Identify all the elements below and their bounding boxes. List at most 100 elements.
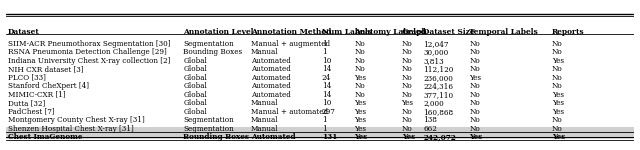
Text: Yes: Yes xyxy=(469,133,483,141)
Text: No: No xyxy=(552,48,563,56)
Text: 2,000: 2,000 xyxy=(424,99,444,107)
Text: Global: Global xyxy=(183,65,207,73)
Text: SIIM-ACR Pneumothorax Segmentation [30]: SIIM-ACR Pneumothorax Segmentation [30] xyxy=(8,40,170,48)
Text: No: No xyxy=(552,40,563,48)
Text: Segmentation: Segmentation xyxy=(183,125,234,133)
Text: Global: Global xyxy=(183,57,207,65)
Text: No: No xyxy=(355,91,365,99)
Text: 24: 24 xyxy=(322,74,331,82)
Text: No: No xyxy=(401,40,412,48)
Text: No: No xyxy=(401,57,412,65)
Text: No: No xyxy=(552,82,563,90)
Text: 12,047: 12,047 xyxy=(424,40,449,48)
Text: Global: Global xyxy=(183,74,207,82)
Text: Yes: Yes xyxy=(552,133,565,141)
Text: 30,000: 30,000 xyxy=(424,48,449,56)
Text: Yes: Yes xyxy=(552,99,564,107)
Text: No: No xyxy=(355,40,365,48)
Text: No: No xyxy=(469,65,480,73)
Text: No: No xyxy=(552,74,563,82)
Text: No: No xyxy=(469,48,480,56)
Text: No: No xyxy=(401,125,412,133)
Text: 1: 1 xyxy=(322,116,326,124)
Text: Yes: Yes xyxy=(355,74,367,82)
Text: Montgomery County Chest X-ray [31]: Montgomery County Chest X-ray [31] xyxy=(8,116,145,124)
Text: 377,110: 377,110 xyxy=(424,91,454,99)
Text: Yes: Yes xyxy=(355,108,367,116)
Text: Yes: Yes xyxy=(552,91,564,99)
Text: Automated: Automated xyxy=(251,82,291,90)
Text: Shenzen Hospital Chest X-ray [31]: Shenzen Hospital Chest X-ray [31] xyxy=(8,125,133,133)
Text: Yes: Yes xyxy=(552,57,564,65)
Text: No: No xyxy=(469,91,480,99)
Text: Num Labels: Num Labels xyxy=(322,28,372,36)
Text: Bounding Boxes: Bounding Boxes xyxy=(183,48,243,56)
Text: No: No xyxy=(401,65,412,73)
Text: Global: Global xyxy=(183,82,207,90)
Text: 1: 1 xyxy=(322,125,326,133)
Text: Manual: Manual xyxy=(251,125,278,133)
Text: No: No xyxy=(469,82,480,90)
Text: No: No xyxy=(469,108,480,116)
Text: No: No xyxy=(552,125,563,133)
Text: No: No xyxy=(469,99,480,107)
Text: No: No xyxy=(401,91,412,99)
Text: No: No xyxy=(401,48,412,56)
Text: Yes: Yes xyxy=(355,133,368,141)
Text: 297: 297 xyxy=(322,108,336,116)
Text: Global: Global xyxy=(183,108,207,116)
Text: Global: Global xyxy=(183,99,207,107)
Text: Temporal Labels: Temporal Labels xyxy=(469,28,538,36)
Text: Stanford CheXpert [4]: Stanford CheXpert [4] xyxy=(8,82,89,90)
Text: Dataset: Dataset xyxy=(8,28,40,36)
Text: 242,072: 242,072 xyxy=(424,133,456,141)
Bar xyxy=(6,127,634,136)
Text: 10: 10 xyxy=(322,57,332,65)
Text: No: No xyxy=(469,57,480,65)
Text: Yes: Yes xyxy=(552,108,564,116)
Text: 3,813: 3,813 xyxy=(424,57,444,65)
Text: 112,120: 112,120 xyxy=(424,65,454,73)
Text: Yes: Yes xyxy=(401,99,413,107)
Text: Yes: Yes xyxy=(469,74,481,82)
Text: PLCO [33]: PLCO [33] xyxy=(8,74,45,82)
Text: 662: 662 xyxy=(424,125,437,133)
Text: Yes: Yes xyxy=(355,116,367,124)
Text: Indiana University Chest X-ray collection [2]: Indiana University Chest X-ray collectio… xyxy=(8,57,170,65)
Text: Bounding Boxes: Bounding Boxes xyxy=(183,133,249,141)
Text: Manual: Manual xyxy=(251,116,278,124)
Text: No: No xyxy=(355,48,365,56)
Text: No: No xyxy=(355,57,365,65)
Text: NIH CXR dataset [3]: NIH CXR dataset [3] xyxy=(8,65,83,73)
Text: Annotation Level: Annotation Level xyxy=(183,28,254,36)
Text: Automated: Automated xyxy=(251,74,291,82)
Text: 1: 1 xyxy=(322,48,326,56)
Text: Manual + automated: Manual + automated xyxy=(251,108,328,116)
Text: Dutta [32]: Dutta [32] xyxy=(8,99,45,107)
Text: No: No xyxy=(355,82,365,90)
Text: Segmentation: Segmentation xyxy=(183,116,234,124)
Text: Anatomy Labeled: Anatomy Labeled xyxy=(355,28,426,36)
Text: No: No xyxy=(469,125,480,133)
Text: 14: 14 xyxy=(322,91,332,99)
Text: 131: 131 xyxy=(322,133,337,141)
Text: No: No xyxy=(401,108,412,116)
Text: Graph: Graph xyxy=(401,28,428,36)
Text: Automated: Automated xyxy=(251,57,291,65)
Text: No: No xyxy=(552,65,563,73)
Text: 160,868: 160,868 xyxy=(424,108,454,116)
Text: 14: 14 xyxy=(322,82,332,90)
Text: Chest ImaGenome: Chest ImaGenome xyxy=(8,133,82,141)
Text: Manual + augmented: Manual + augmented xyxy=(251,40,330,48)
Text: Yes: Yes xyxy=(401,133,415,141)
Text: Manual: Manual xyxy=(251,99,278,107)
Text: Global: Global xyxy=(183,91,207,99)
Text: 138: 138 xyxy=(424,116,437,124)
Text: Segmentation: Segmentation xyxy=(183,40,234,48)
Text: PadChest [7]: PadChest [7] xyxy=(8,108,54,116)
Text: Manual: Manual xyxy=(251,48,278,56)
Text: Annotation Method: Annotation Method xyxy=(251,28,332,36)
Text: No: No xyxy=(401,74,412,82)
Text: Automated: Automated xyxy=(251,65,291,73)
Text: 14: 14 xyxy=(322,65,332,73)
